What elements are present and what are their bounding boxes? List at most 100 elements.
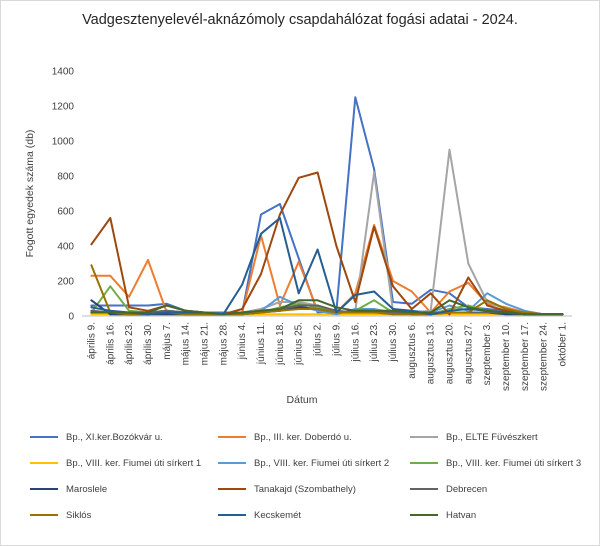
x-tick-label: augusztus 13. [426,322,437,384]
data-point [147,309,149,312]
data-point [109,311,112,314]
data-point [297,306,300,309]
data-point [354,292,357,295]
data-point [392,311,394,314]
data-point [90,304,93,307]
data-point [505,302,507,305]
data-point [354,301,357,303]
series-line-8 [90,171,564,316]
data-point [279,213,281,216]
data-point [373,225,375,228]
data-point [203,313,206,316]
data-point [90,274,93,277]
data-point [316,306,319,309]
data-point [279,308,281,310]
data-point [561,313,564,316]
x-tick-label: szeptember 17. [520,322,531,391]
data-point [410,313,413,316]
x-tick-label: április 16. [105,322,116,365]
data-point [241,313,244,316]
data-point [279,295,281,298]
data-point [184,311,187,314]
data-point [260,232,262,235]
x-axis-ticks: április 9. április 16. április 23. április … [86,322,568,391]
x-axis-title: Dátum [287,394,318,406]
data-point [354,309,357,312]
y-axis-ticks: 0 200 400 600 800 1000 1200 1400 [52,67,75,323]
data-point [429,292,432,295]
data-point [109,304,112,307]
data-point [448,299,451,302]
data-point [128,311,131,314]
data-point [486,304,489,307]
data-point [524,309,526,312]
data-point [354,96,357,99]
data-point [128,306,131,309]
x-tick-label: július 30. [388,322,399,362]
data-point [316,308,319,310]
data-point [279,304,281,307]
data-point [354,313,357,316]
data-point [486,313,489,316]
data-point [373,171,375,174]
data-point [90,306,93,309]
data-point [279,309,281,312]
data-point [90,299,93,302]
data-point [486,309,489,312]
x-tick-label: április 23. [124,322,135,365]
series-lines [90,96,564,316]
data-point [279,217,281,219]
data-point [260,213,262,216]
data-point [241,311,244,314]
y-tick-label: 400 [57,242,74,253]
data-point [297,257,300,260]
data-point [279,313,281,316]
x-tick-label: április 9. [86,322,97,359]
x-tick-label: augusztus 6. [407,322,418,379]
data-point [392,285,394,288]
y-tick-label: 800 [57,172,74,183]
data-point [128,295,131,298]
y-tick-label: 1000 [52,137,75,148]
data-point [486,311,489,314]
data-point [147,311,149,314]
data-point [448,304,451,307]
x-tick-label: június 18. [275,322,286,366]
x-tick-label: július 16. [350,322,361,362]
data-point [410,311,413,314]
series-line-9 [90,304,564,316]
data-point [392,313,394,316]
data-point [297,176,300,179]
data-point [128,309,131,312]
data-point [448,311,451,314]
data-point [297,260,300,263]
data-point [128,313,131,316]
data-point [448,148,451,151]
data-point [486,299,489,302]
data-point [354,311,357,314]
data-point [165,302,168,305]
x-tick-label: október 1. [558,322,569,366]
data-point [109,313,112,316]
data-point [467,281,470,284]
data-point [203,311,206,314]
data-point [467,306,470,309]
x-tick-label: augusztus 27. [463,322,474,384]
data-point [147,259,149,261]
y-tick-label: 0 [68,312,74,323]
x-tick-label: július 9. [331,322,342,357]
x-tick-label: június 4. [237,322,248,360]
data-point [297,308,300,310]
data-point [279,301,281,303]
data-point [109,309,112,312]
data-point [467,313,470,316]
data-point [429,288,432,291]
data-point [429,311,432,314]
x-tick-label: május 21. [200,322,211,365]
data-point [373,224,375,226]
data-point [392,308,394,310]
data-point [467,262,470,265]
data-point [260,309,262,312]
data-point [109,285,112,288]
y-tick-label: 200 [57,277,74,288]
